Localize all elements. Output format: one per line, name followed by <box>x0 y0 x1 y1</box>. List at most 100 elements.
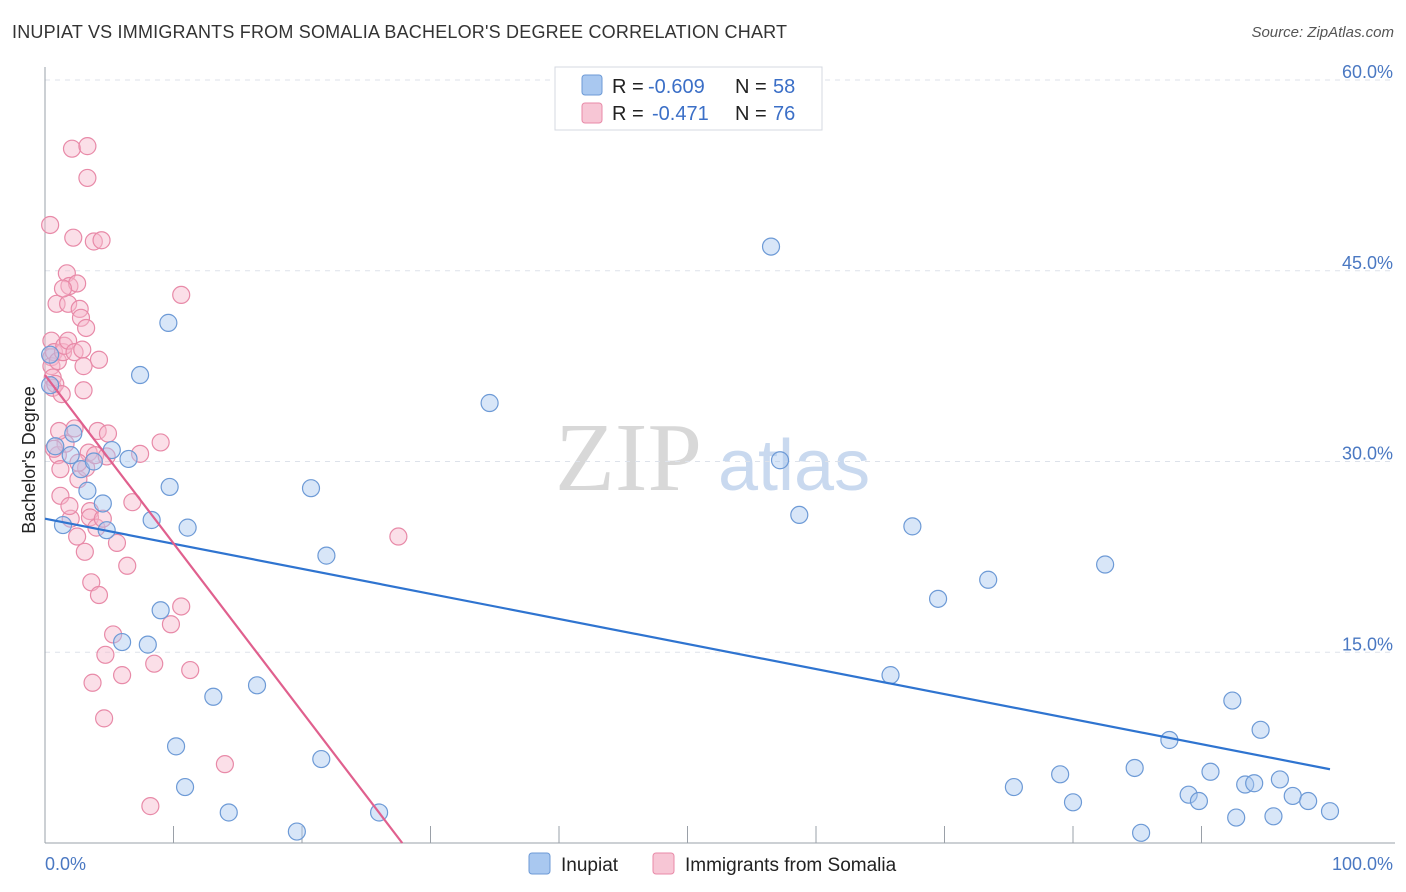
point-inupiat <box>790 505 809 525</box>
point-inupiat <box>480 393 499 413</box>
point-inupiat <box>78 481 97 500</box>
point-somalia <box>141 797 160 816</box>
point-inupiat <box>1179 785 1198 804</box>
point-inupiat <box>159 313 178 332</box>
point-inupiat <box>160 477 179 497</box>
point-inupiat <box>204 687 223 706</box>
point-inupiat <box>138 635 157 654</box>
point-somalia <box>145 654 164 673</box>
point-inupiat <box>979 570 998 589</box>
source-note: Source: ZipAtlas.com <box>1251 24 1394 41</box>
correlation-legend: R = -0.609 N = 58 R = -0.471 N = 76 <box>554 66 823 131</box>
legend-swatch-blue <box>581 74 603 96</box>
y-tick-labels: 15.0% 30.0% 45.0% 60.0% <box>1342 62 1393 654</box>
point-somalia <box>53 279 73 298</box>
watermark: ZIP atlas <box>555 404 870 512</box>
point-inupiat <box>770 451 790 470</box>
point-somalia <box>78 168 97 188</box>
legend-r-label-1: R = <box>612 76 644 98</box>
point-inupiat <box>1132 823 1151 842</box>
point-inupiat <box>64 424 83 443</box>
point-inupiat <box>881 666 900 685</box>
y-axis-title: Bachelor's Degree <box>19 386 39 534</box>
point-inupiat <box>928 589 948 608</box>
y-tick-label: 60.0% <box>1342 62 1393 82</box>
point-somalia <box>107 533 127 552</box>
point-inupiat <box>1004 777 1023 797</box>
legend-n-label-1: N = <box>735 76 767 98</box>
watermark-zip: ZIP <box>555 404 702 512</box>
point-somalia <box>95 709 114 728</box>
y-tick-label: 45.0% <box>1342 253 1393 273</box>
point-inupiat <box>1096 555 1115 574</box>
legend-r-value-1: -0.609 <box>648 76 705 98</box>
point-somalia <box>73 340 92 359</box>
point-inupiat <box>1320 802 1340 821</box>
point-inupiat <box>151 601 170 620</box>
trend-line-somalia <box>44 374 404 844</box>
bottom-legend-swatch-inupiat <box>528 852 551 875</box>
point-inupiat <box>46 437 65 456</box>
point-inupiat <box>761 237 781 256</box>
point-somalia <box>59 331 78 350</box>
point-inupiat <box>175 777 195 797</box>
legend-r-label-2: R = <box>612 103 644 125</box>
x-tick-label-left: 0.0% <box>45 854 86 874</box>
point-inupiat <box>84 452 103 471</box>
point-somalia <box>50 421 69 441</box>
point-somalia <box>389 527 408 546</box>
point-somalia <box>118 556 137 575</box>
point-somalia <box>51 460 70 479</box>
legend-r-value-2: -0.471 <box>652 103 709 125</box>
legend-n-value-1: 58 <box>773 76 795 98</box>
point-somalia <box>78 137 97 156</box>
legend-n-label-2: N = <box>735 103 767 125</box>
legend-n-value-2: 76 <box>773 103 795 125</box>
trend-line-inupiat <box>44 517 1331 771</box>
point-inupiat <box>130 365 150 385</box>
legend-swatch-pink <box>581 102 603 124</box>
point-somalia <box>89 585 109 605</box>
point-somalia <box>172 285 191 305</box>
point-inupiat <box>41 345 60 364</box>
point-inupiat <box>178 518 197 537</box>
point-somalia <box>130 444 150 463</box>
point-inupiat <box>53 515 73 535</box>
point-inupiat <box>1245 774 1264 793</box>
point-inupiat <box>1283 786 1302 806</box>
point-somalia <box>89 350 109 369</box>
point-inupiat <box>93 494 112 513</box>
point-inupiat <box>1063 793 1083 812</box>
y-tick-label: 30.0% <box>1342 444 1393 464</box>
point-somalia <box>215 755 234 774</box>
point-somalia <box>93 509 112 528</box>
point-somalia <box>75 542 94 561</box>
point-somalia <box>181 660 200 680</box>
point-somalia <box>74 381 93 400</box>
trend-lines <box>44 374 1331 844</box>
x-tick-label-right: 100.0% <box>1332 854 1393 874</box>
point-inupiat <box>247 676 267 695</box>
point-inupiat <box>1051 765 1070 784</box>
bottom-legend-label-somalia: Immigrants from Somalia <box>685 855 897 876</box>
point-somalia <box>68 527 87 546</box>
chart-title: INUPIAT VS IMMIGRANTS FROM SOMALIA BACHE… <box>12 22 788 42</box>
point-somalia <box>92 231 111 250</box>
point-inupiat <box>112 632 132 652</box>
x-tick-labels: 0.0% 100.0% <box>45 854 1393 874</box>
series-immigrants-from-somalia <box>41 137 408 816</box>
point-inupiat <box>1125 758 1144 778</box>
axes <box>44 67 1395 844</box>
point-inupiat <box>219 803 238 822</box>
point-somalia <box>62 139 82 158</box>
bottom-legend-label-inupiat: Inupiat <box>561 855 619 876</box>
y-tick-label: 15.0% <box>1342 634 1393 654</box>
point-somalia <box>86 446 105 465</box>
watermark-atlas: atlas <box>718 426 870 506</box>
series-inupiat <box>41 237 1340 842</box>
point-somalia <box>41 215 60 235</box>
bottom-legend-swatch-somalia <box>652 852 675 875</box>
point-inupiat <box>166 737 186 756</box>
point-inupiat <box>287 822 306 841</box>
